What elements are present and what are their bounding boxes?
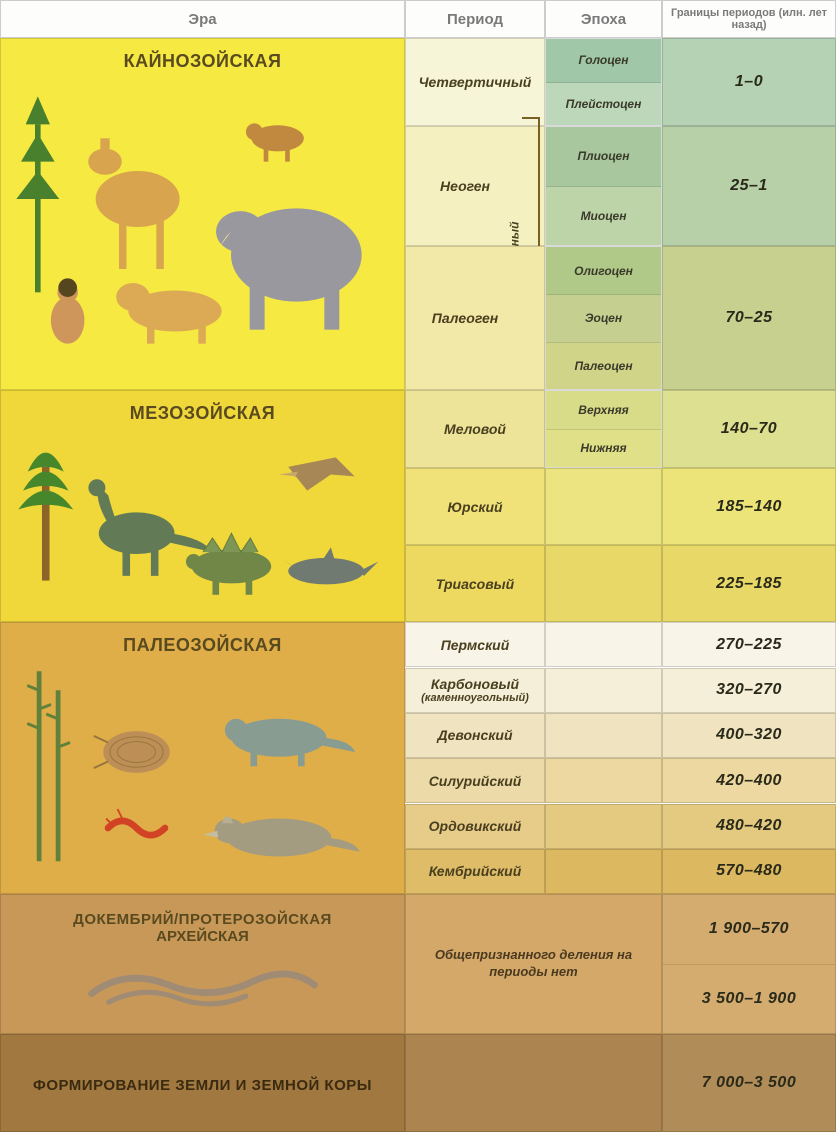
era-precambrian-subtitle: АРХЕЙСКАЯ	[156, 928, 249, 945]
epoch-permian	[545, 622, 662, 667]
cenozoic-illustration	[5, 72, 400, 381]
epochs-neogene: Плиоцен Миоцен	[545, 126, 662, 246]
range-carboniferous: 320–270	[662, 668, 836, 713]
era-precambrian-title: ДОКЕМБРИЙ/ПРОТЕРОЗОЙСКАЯ	[73, 911, 332, 928]
period-ordovician: Ордовикский	[405, 804, 545, 849]
epochs-triassic	[545, 545, 662, 622]
epochs-paleogene: Олигоцен Эоцен Палеоцен	[545, 246, 662, 390]
era-precambrian: ДОКЕМБРИЙ/ПРОТЕРОЗОЙСКАЯ АРХЕЙСКАЯ	[0, 894, 405, 1034]
period-paleogene: Палеоген	[405, 246, 545, 390]
range-paleogene: 70–25	[662, 246, 836, 390]
paleozoic-illustration	[5, 656, 400, 885]
epoch-cambrian	[545, 849, 662, 894]
range-permian: 270–225	[662, 622, 836, 667]
period-cambrian: Кембрийский	[405, 849, 545, 894]
range-triassic: 225–185	[662, 545, 836, 622]
geologic-timescale-table: Эра Период Эпоха Границы периодов (илн. …	[0, 0, 836, 1132]
era-mesozoic-title: МЕЗОЗОЙСКАЯ	[130, 403, 275, 424]
header-range: Границы периодов (илн. лет назад)	[662, 0, 836, 38]
header-period: Период	[405, 0, 545, 38]
period-devonian: Девонский	[405, 713, 545, 758]
range-silurian: 420–400	[662, 758, 836, 803]
era-mesozoic: МЕЗОЗОЙСКАЯ	[0, 390, 405, 622]
period-triassic: Триасовый	[405, 545, 545, 622]
period-silurian: Силурийский	[405, 758, 545, 803]
range-ordovician: 480–420	[662, 804, 836, 849]
era-paleozoic: ПАЛЕОЗОЙСКАЯ	[0, 622, 405, 894]
header-era: Эра	[0, 0, 405, 38]
epoch-silurian	[545, 758, 662, 803]
era-paleozoic-title: ПАЛЕОЗОЙСКАЯ	[123, 635, 282, 656]
range-formation: 7 000–3 500	[662, 1034, 836, 1132]
mesozoic-illustration	[5, 424, 400, 613]
epoch-carboniferous	[545, 668, 662, 713]
era-cenozoic: КАЙНОЗОЙСКАЯ	[0, 38, 405, 390]
range-jurassic: 185–140	[662, 468, 836, 545]
epochs-cretaceous: Верхняя Нижняя	[545, 390, 662, 468]
range-cambrian: 570–480	[662, 849, 836, 894]
epoch-devonian	[545, 713, 662, 758]
period-permian: Пермский	[405, 622, 545, 667]
precambrian-note: Общепризнанного деления на периоды нет	[405, 894, 662, 1034]
epoch-ordovician	[545, 804, 662, 849]
range-quaternary: 1–0	[662, 38, 836, 126]
era-formation: ФОРМИРОВАНИЕ ЗЕМЛИ И ЗЕМНОЙ КОРЫ	[0, 1034, 405, 1132]
period-jurassic: Юрский	[405, 468, 545, 545]
era-formation-title: ФОРМИРОВАНИЕ ЗЕМЛИ И ЗЕМНОЙ КОРЫ	[33, 1077, 372, 1094]
period-neogene: Неоген Третичный	[405, 126, 545, 246]
header-epoch: Эпоха	[545, 0, 662, 38]
epochs-quaternary: Голоцен Плейстоцен	[545, 38, 662, 126]
period-cretaceous: Меловой	[405, 390, 545, 468]
period-quaternary: Четвертичный	[405, 38, 545, 126]
range-precambrian: 1 900–570 3 500–1 900	[662, 894, 836, 1034]
epochs-jurassic	[545, 468, 662, 545]
precambrian-illustration	[5, 945, 400, 1025]
range-neogene: 25–1	[662, 126, 836, 246]
era-cenozoic-title: КАЙНОЗОЙСКАЯ	[124, 51, 282, 72]
formation-period	[405, 1034, 662, 1132]
range-cretaceous: 140–70	[662, 390, 836, 468]
period-carboniferous: Карбоновый(каменноугольный)	[405, 668, 545, 713]
range-devonian: 400–320	[662, 713, 836, 758]
